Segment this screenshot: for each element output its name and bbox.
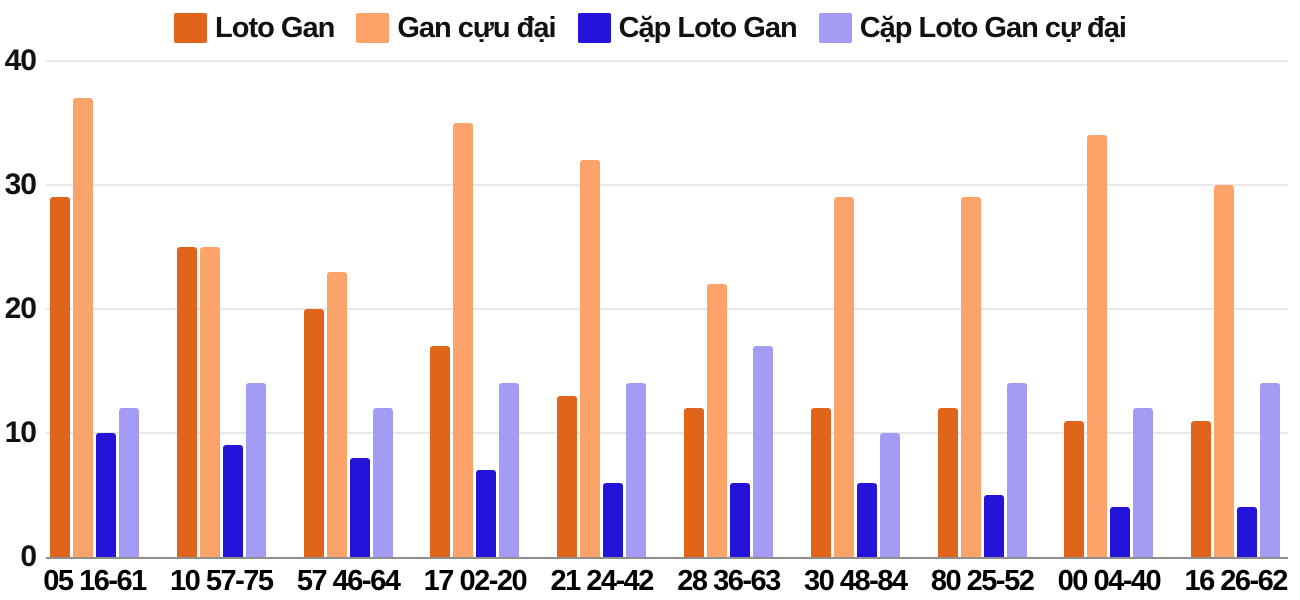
y-axis-tick-label: 40 (4, 44, 37, 77)
gridline (46, 308, 1288, 310)
bar-group: 80 25-52 (931, 61, 1035, 596)
legend-item-3[interactable]: Cặp Loto Gan (577, 11, 798, 44)
bar-series-4[interactable] (879, 433, 900, 557)
bar-series-2[interactable] (960, 197, 981, 557)
bar-series-1[interactable] (50, 197, 70, 557)
y-axis-tick-label: 30 (4, 168, 37, 201)
bar-series-3[interactable] (1110, 507, 1131, 557)
bar-group: 17 02-20 (424, 61, 528, 596)
legend-swatch-icon (174, 13, 208, 43)
bar-series-1[interactable] (557, 395, 578, 557)
y-axis-tick-label: 20 (4, 292, 37, 325)
bar-series-4[interactable] (753, 346, 773, 557)
bar-group: 10 57-75 (170, 61, 274, 596)
bar-group: 00 04-40 (1058, 61, 1162, 596)
bar-series-1[interactable] (937, 408, 958, 557)
legend-label: Cặp Loto Gan (618, 11, 798, 44)
bar-series-1[interactable] (1064, 420, 1085, 557)
x-axis-category-label: 21 24-42 (550, 565, 654, 597)
bar-series-3[interactable] (1237, 507, 1258, 557)
bar-series-4[interactable] (245, 383, 266, 557)
bar-series-2[interactable] (580, 160, 601, 557)
bar-group: 21 24-42 (550, 61, 654, 596)
legend-item-4[interactable]: Cặp Loto Gan cự đại (818, 11, 1127, 44)
bar-series-2[interactable] (326, 271, 347, 557)
bar-series-4[interactable] (119, 408, 139, 557)
bar-series-4[interactable] (372, 408, 393, 557)
legend-label: Cặp Loto Gan cự đại (859, 11, 1127, 44)
y-axis-tick-label: 0 (20, 540, 37, 573)
x-axis-category-label: 57 46-64 (296, 565, 401, 597)
x-axis-category-label: 00 04-40 (1057, 565, 1162, 597)
bar-series-1[interactable] (430, 346, 451, 557)
bar-series-3[interactable] (96, 433, 116, 557)
legend-item-1[interactable]: Loto Gan (174, 11, 335, 44)
x-axis-category-label: 28 36-63 (677, 565, 781, 597)
legend-swatch-icon (356, 13, 390, 43)
x-axis-category-label: 30 48-84 (804, 565, 908, 597)
bar-series-4[interactable] (499, 383, 520, 557)
bar-group: 28 36-63 (677, 61, 781, 596)
gridline (46, 432, 1288, 434)
bar-group: 05 16-61 (43, 61, 147, 596)
bar-series-4[interactable] (1260, 383, 1281, 557)
bar-series-2[interactable] (1087, 135, 1108, 557)
bar-series-2[interactable] (1214, 185, 1235, 557)
bar-series-4[interactable] (1133, 408, 1154, 557)
chart-legend: Loto Gan Gan cựu đại Cặp Loto Gan Cặp Loto … (0, 6, 1300, 50)
bar-group: 30 48-84 (804, 61, 908, 596)
bar-series-3[interactable] (730, 482, 750, 557)
legend-item-2[interactable]: Gan cựu đại (356, 11, 557, 44)
bar-series-3[interactable] (603, 482, 624, 557)
bar-series-3[interactable] (476, 470, 497, 557)
y-axis-tick-label: 10 (4, 416, 37, 449)
bar-series-2[interactable] (73, 98, 93, 557)
legend-label: Loto Gan (215, 11, 335, 44)
x-axis-category-label: 05 16-61 (43, 565, 147, 597)
gridline (46, 60, 1288, 62)
bar-series-4[interactable] (1006, 383, 1027, 557)
bar-series-3[interactable] (856, 482, 877, 557)
x-axis-category-label: 80 25-52 (930, 565, 1035, 597)
legend-swatch-icon (818, 13, 852, 43)
x-axis-category-label: 16 26-62 (1184, 565, 1288, 597)
bar-series-4[interactable] (626, 383, 647, 557)
bar-series-2[interactable] (707, 284, 727, 557)
bar-group: 16 26-62 (1184, 61, 1288, 596)
bar-group: 57 46-64 (297, 61, 401, 596)
plot-area: 05 16-61 10 57-75 57 46-64 17 02-20 21 24-42… (43, 60, 1288, 596)
legend-swatch-icon (577, 13, 611, 43)
gridline (46, 184, 1288, 186)
y-axis: 0 10 20 30 40 (0, 46, 37, 572)
bar-series-3[interactable] (222, 445, 243, 557)
bar-series-1[interactable] (684, 408, 704, 557)
bar-series-2[interactable] (199, 247, 220, 557)
bar-series-2[interactable] (833, 197, 854, 557)
bar-series-1[interactable] (810, 408, 831, 557)
bar-series-1[interactable] (176, 247, 197, 557)
x-axis-category-label: 17 02-20 (423, 565, 528, 597)
bar-series-1[interactable] (1191, 420, 1212, 557)
bar-series-1[interactable] (303, 309, 324, 557)
x-axis-category-label: 10 57-75 (170, 565, 274, 597)
bar-series-2[interactable] (453, 123, 474, 557)
bar-series-3[interactable] (349, 457, 370, 557)
legend-label: Gan cựu đại (397, 11, 556, 44)
bar-series-3[interactable] (983, 495, 1004, 557)
